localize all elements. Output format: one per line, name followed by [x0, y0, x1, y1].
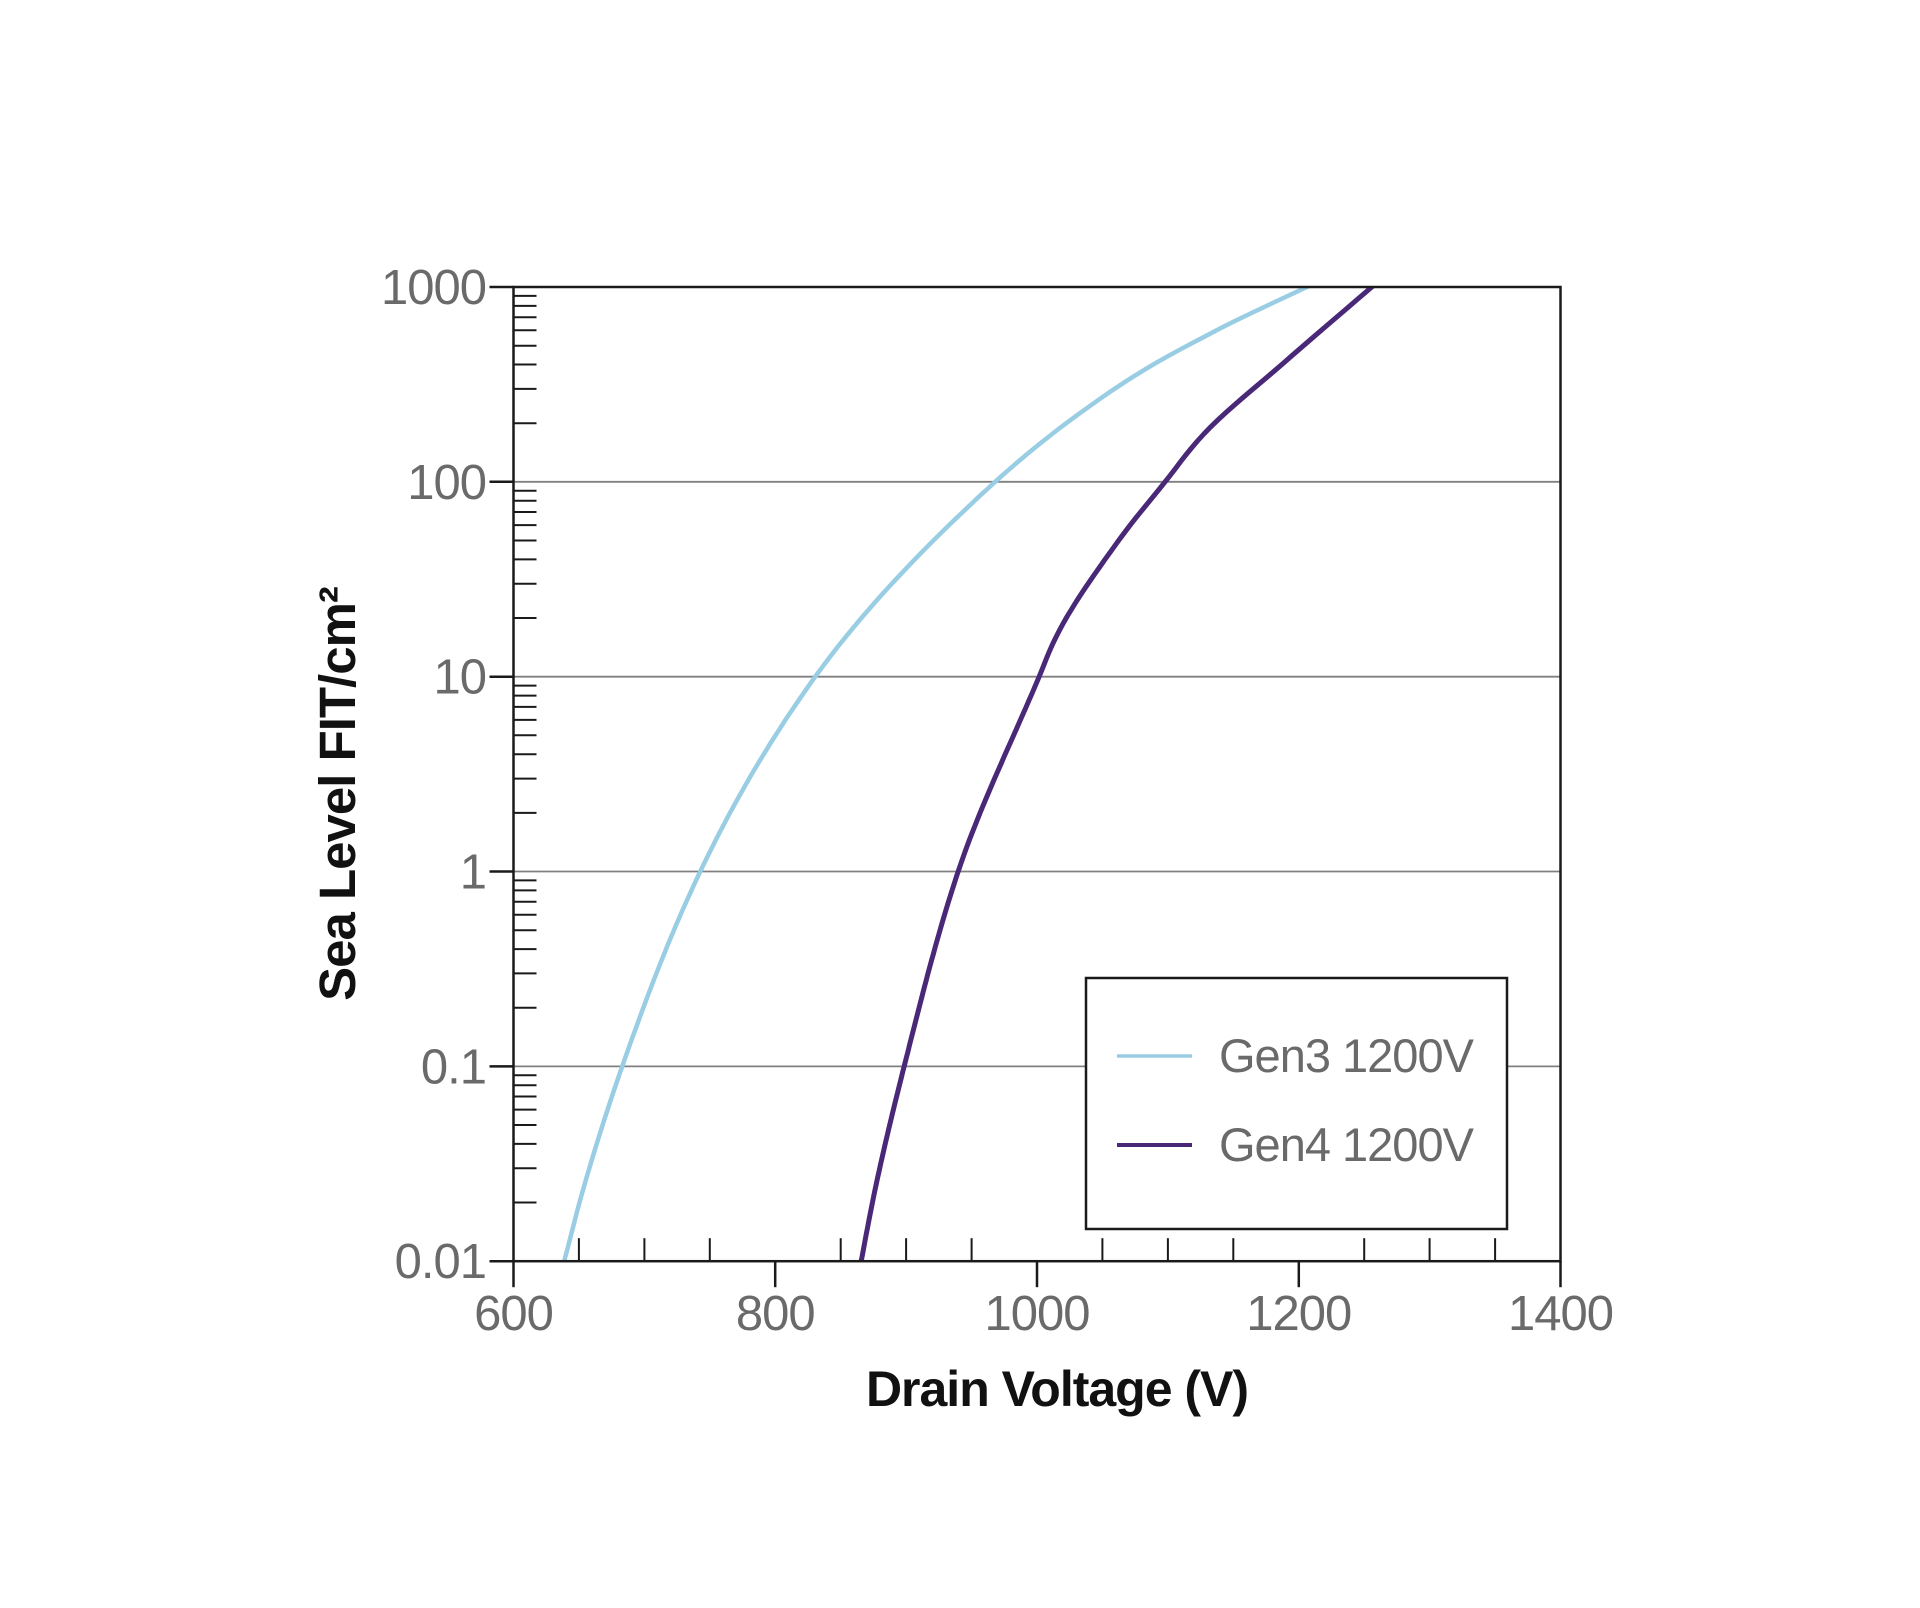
svg-text:1: 1 — [460, 846, 486, 900]
svg-text:Gen4 1200V: Gen4 1200V — [1219, 1118, 1475, 1171]
svg-text:Drain Voltage (V): Drain Voltage (V) — [866, 1361, 1248, 1417]
svg-text:1400: 1400 — [1508, 1287, 1613, 1341]
svg-text:Sea Level FIT/cm²: Sea Level FIT/cm² — [309, 587, 366, 1001]
svg-text:1000: 1000 — [381, 261, 486, 315]
svg-text:1000: 1000 — [984, 1287, 1089, 1341]
svg-text:600: 600 — [474, 1287, 553, 1341]
svg-text:100: 100 — [407, 456, 486, 510]
svg-text:0.01: 0.01 — [395, 1235, 486, 1289]
svg-text:Gen3 1200V: Gen3 1200V — [1219, 1029, 1475, 1082]
svg-text:0.1: 0.1 — [421, 1040, 486, 1094]
svg-text:10: 10 — [433, 651, 486, 705]
svg-text:800: 800 — [736, 1287, 815, 1341]
svg-text:1200: 1200 — [1246, 1287, 1351, 1341]
